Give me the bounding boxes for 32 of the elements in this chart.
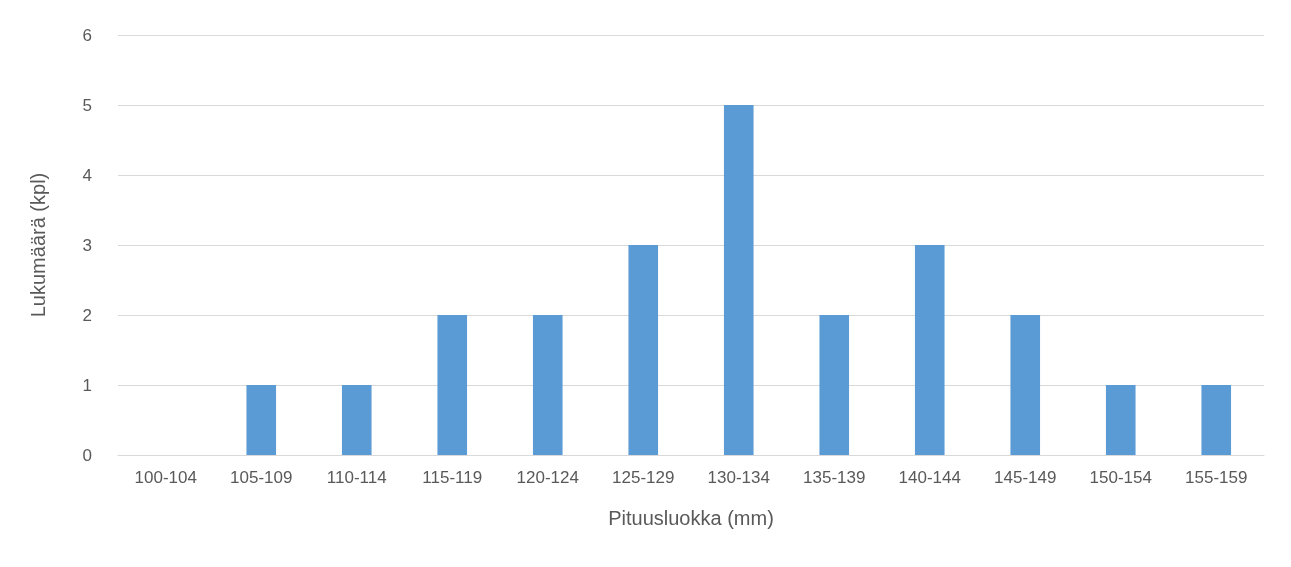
bar <box>1105 385 1136 455</box>
bar <box>723 105 754 455</box>
y-tick-label: 1 <box>82 375 92 395</box>
bar <box>1010 315 1041 455</box>
x-tick-label: 135-139 <box>803 468 866 487</box>
x-tick-label: 120-124 <box>516 468 579 487</box>
x-tick-label: 155-159 <box>1185 468 1248 487</box>
x-tick-label: 140-144 <box>898 468 961 487</box>
y-tick-label: 4 <box>82 165 92 185</box>
y-tick-label: 3 <box>82 235 92 255</box>
bar <box>246 385 277 455</box>
bar <box>914 245 945 455</box>
x-tick-label: 145-149 <box>994 468 1057 487</box>
x-tick-label: 105-109 <box>230 468 293 487</box>
y-tick-label: 2 <box>82 305 92 325</box>
y-axis-title: Lukumäärä (kpl) <box>27 172 49 318</box>
bar <box>628 245 659 455</box>
x-axis-title: Pituusluokka (mm) <box>608 507 774 529</box>
y-tick-label: 0 <box>82 445 92 465</box>
x-tick-label: 130-134 <box>707 468 770 487</box>
x-tick-label: 125-129 <box>612 468 675 487</box>
bar <box>341 385 372 455</box>
bar <box>437 315 468 455</box>
bar <box>819 315 850 455</box>
x-tick-label: 150-154 <box>1089 468 1152 487</box>
y-tick-label: 5 <box>82 95 92 115</box>
bar <box>1201 385 1232 455</box>
x-tick-label: 110-114 <box>326 468 387 487</box>
x-tick-label: 100-104 <box>134 468 197 487</box>
y-tick-label: 6 <box>82 25 92 45</box>
x-tick-label: 115-119 <box>422 468 483 487</box>
bar <box>532 315 563 455</box>
